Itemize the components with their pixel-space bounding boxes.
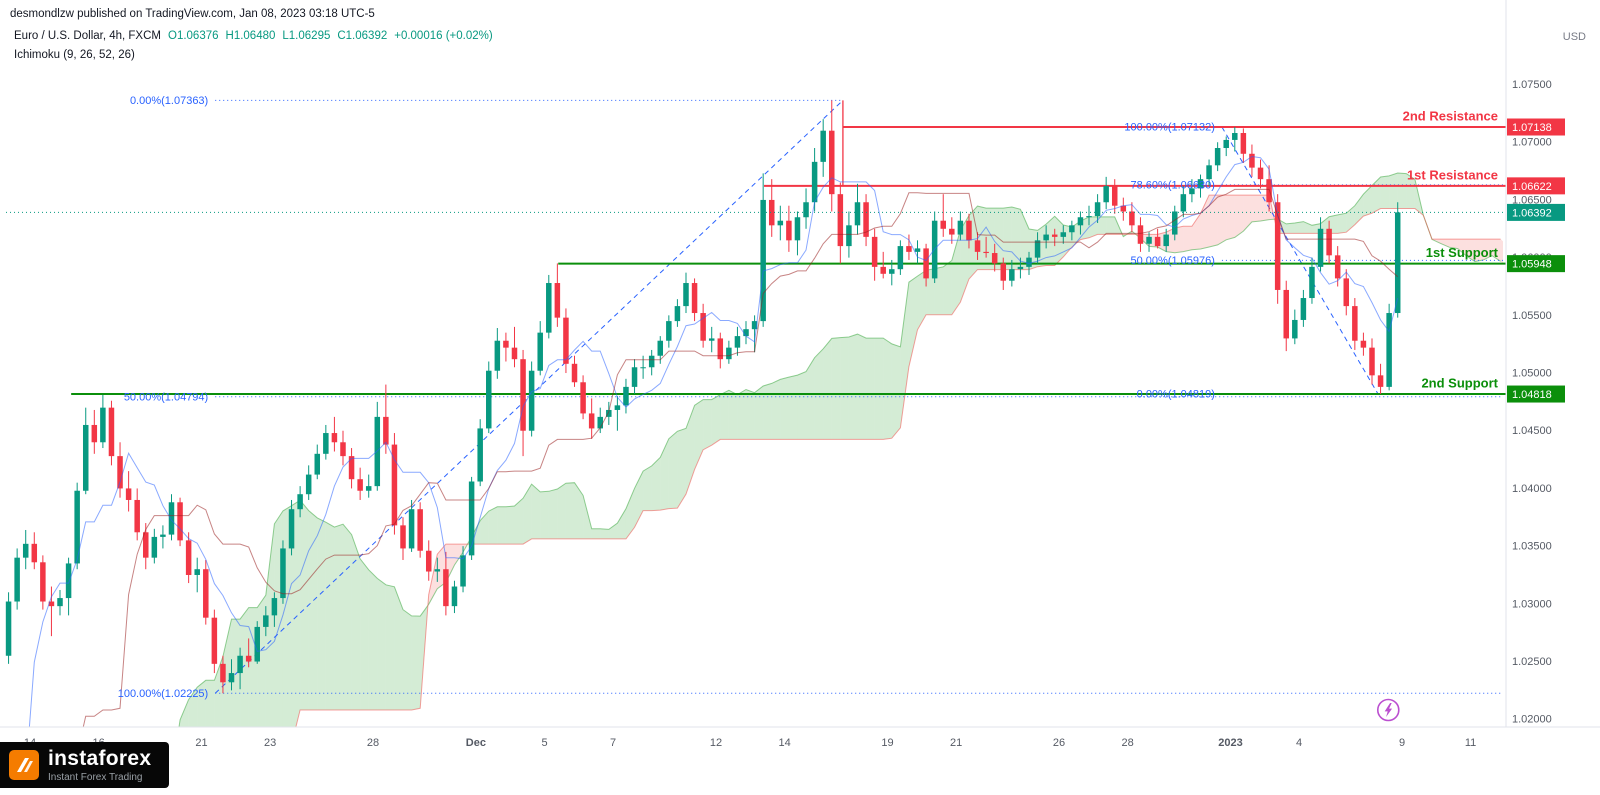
chart-labels: 0.00%(1.07363) 50.00%(1.04794) 100.00%(1.0… xyxy=(118,95,1499,700)
price-tick-label: 1.03500 xyxy=(1512,541,1552,553)
price-badge: 1.07138 xyxy=(1507,118,1565,136)
svg-text:1.06622: 1.06622 xyxy=(1512,181,1552,193)
time-tick-label: 23 xyxy=(264,737,276,749)
watermark-brand: instaforex xyxy=(48,746,152,770)
time-tick-label: 26 xyxy=(1053,737,1065,749)
chart-pane[interactable] xyxy=(0,0,1506,727)
svg-text:1.07138: 1.07138 xyxy=(1512,122,1552,134)
ohlc-low: L1.06295 xyxy=(282,30,331,42)
ohlc-open: O1.06376 xyxy=(168,30,219,42)
time-tick-label: Dec xyxy=(466,737,486,749)
support-resistance-lines[interactable] xyxy=(71,100,1506,396)
flash-icon[interactable] xyxy=(1376,698,1400,722)
svg-text:1.06392: 1.06392 xyxy=(1512,207,1552,219)
fib-level-label: 100.00%(1.07132) xyxy=(1124,122,1215,134)
price-tick-label: 1.06500 xyxy=(1512,194,1552,206)
time-tick-label: 5 xyxy=(541,737,547,749)
price-badge: 1.05948 xyxy=(1507,255,1565,273)
publish-attribution: desmondlzw published on TradingView.com,… xyxy=(10,8,375,20)
time-scale[interactable] xyxy=(0,727,1600,795)
price-tick-label: 1.02500 xyxy=(1512,656,1552,668)
svg-text:1.04818: 1.04818 xyxy=(1512,389,1552,401)
time-tick-label: 12 xyxy=(710,737,722,749)
resistance-label: 1st Resistance xyxy=(1407,167,1498,182)
price-tick-label: 1.02000 xyxy=(1512,714,1552,726)
price-scale[interactable] xyxy=(1506,0,1600,727)
support-label: 2nd Support xyxy=(1421,376,1498,391)
price-scale-labels[interactable]: 1.075001.070001.065001.060001.055001.050… xyxy=(1512,79,1552,726)
time-tick-label: 14 xyxy=(778,737,790,749)
price-tick-label: 1.03000 xyxy=(1512,598,1552,610)
senkou-span-a-line xyxy=(178,172,1501,727)
svg-text:1.05948: 1.05948 xyxy=(1512,259,1552,271)
instaforex-watermark: instaforex Instant Forex Trading xyxy=(0,742,170,788)
fib-level-label: 50.00%(1.05976) xyxy=(1131,255,1215,267)
price-change: +0.00016 (+0.02%) xyxy=(394,30,493,42)
time-tick-label: 28 xyxy=(367,737,379,749)
fib-trendline[interactable] xyxy=(1221,126,1379,395)
price-tick-label: 1.04000 xyxy=(1512,483,1552,495)
time-tick-label: 7 xyxy=(610,737,616,749)
time-tick-label: 19 xyxy=(881,737,893,749)
quote-currency-label: USD xyxy=(1562,31,1586,43)
time-tick-label: 28 xyxy=(1121,737,1133,749)
senkou-span-b-line xyxy=(295,194,1501,727)
time-tick-label: 9 xyxy=(1399,737,1405,749)
candlestick-series xyxy=(5,100,1401,694)
fib-level-label: 0.00%(1.04819) xyxy=(1137,388,1215,400)
fib-level-label: 0.00%(1.07363) xyxy=(130,95,208,107)
chart-legend: Euro / U.S. Dollar, 4h, FXCM O1.06376 H1.0… xyxy=(14,30,500,61)
indicator-label[interactable]: Ichimoku (9, 26, 52, 26) xyxy=(14,49,135,61)
tenkan-sen-line xyxy=(28,155,1399,727)
fib-level-label: 50.00%(1.04794) xyxy=(124,391,208,403)
price-tick-label: 1.04500 xyxy=(1512,425,1552,437)
price-tick-label: 1.07000 xyxy=(1512,137,1552,149)
support-label: 1st Support xyxy=(1426,245,1499,260)
fib-level-label: 100.00%(1.02225) xyxy=(118,688,209,700)
resistance-label: 2nd Resistance xyxy=(1403,109,1498,124)
price-tick-label: 1.05500 xyxy=(1512,310,1552,322)
instaforex-logo-icon xyxy=(9,750,39,780)
watermark-tagline: Instant Forex Trading xyxy=(48,771,143,783)
ichimoku-baselines xyxy=(28,155,1399,727)
time-scale-labels[interactable]: 1416212328Dec5712141921262820234911 xyxy=(24,737,1476,749)
ohlc-close: C1.06392 xyxy=(337,30,388,42)
price-badge: 1.06622 xyxy=(1507,177,1565,195)
fib-level-label: 78.60%(1.06630) xyxy=(1131,179,1215,191)
symbol-title[interactable]: Euro / U.S. Dollar, 4h, FXCM xyxy=(14,30,161,42)
time-tick-label: 21 xyxy=(195,737,207,749)
price-tick-label: 1.05000 xyxy=(1512,368,1552,380)
price-tick-label: 1.07500 xyxy=(1512,79,1552,91)
time-tick-label: 4 xyxy=(1296,737,1302,749)
time-tick-label: 11 xyxy=(1465,737,1476,749)
price-badge: 1.06392 xyxy=(1507,203,1565,221)
price-badge: 1.04818 xyxy=(1507,385,1565,403)
time-tick-label: 2023 xyxy=(1218,737,1242,749)
ohlc-high: H1.06480 xyxy=(225,30,276,42)
kijun-sen-line xyxy=(82,188,1399,727)
time-tick-label: 21 xyxy=(950,737,962,749)
